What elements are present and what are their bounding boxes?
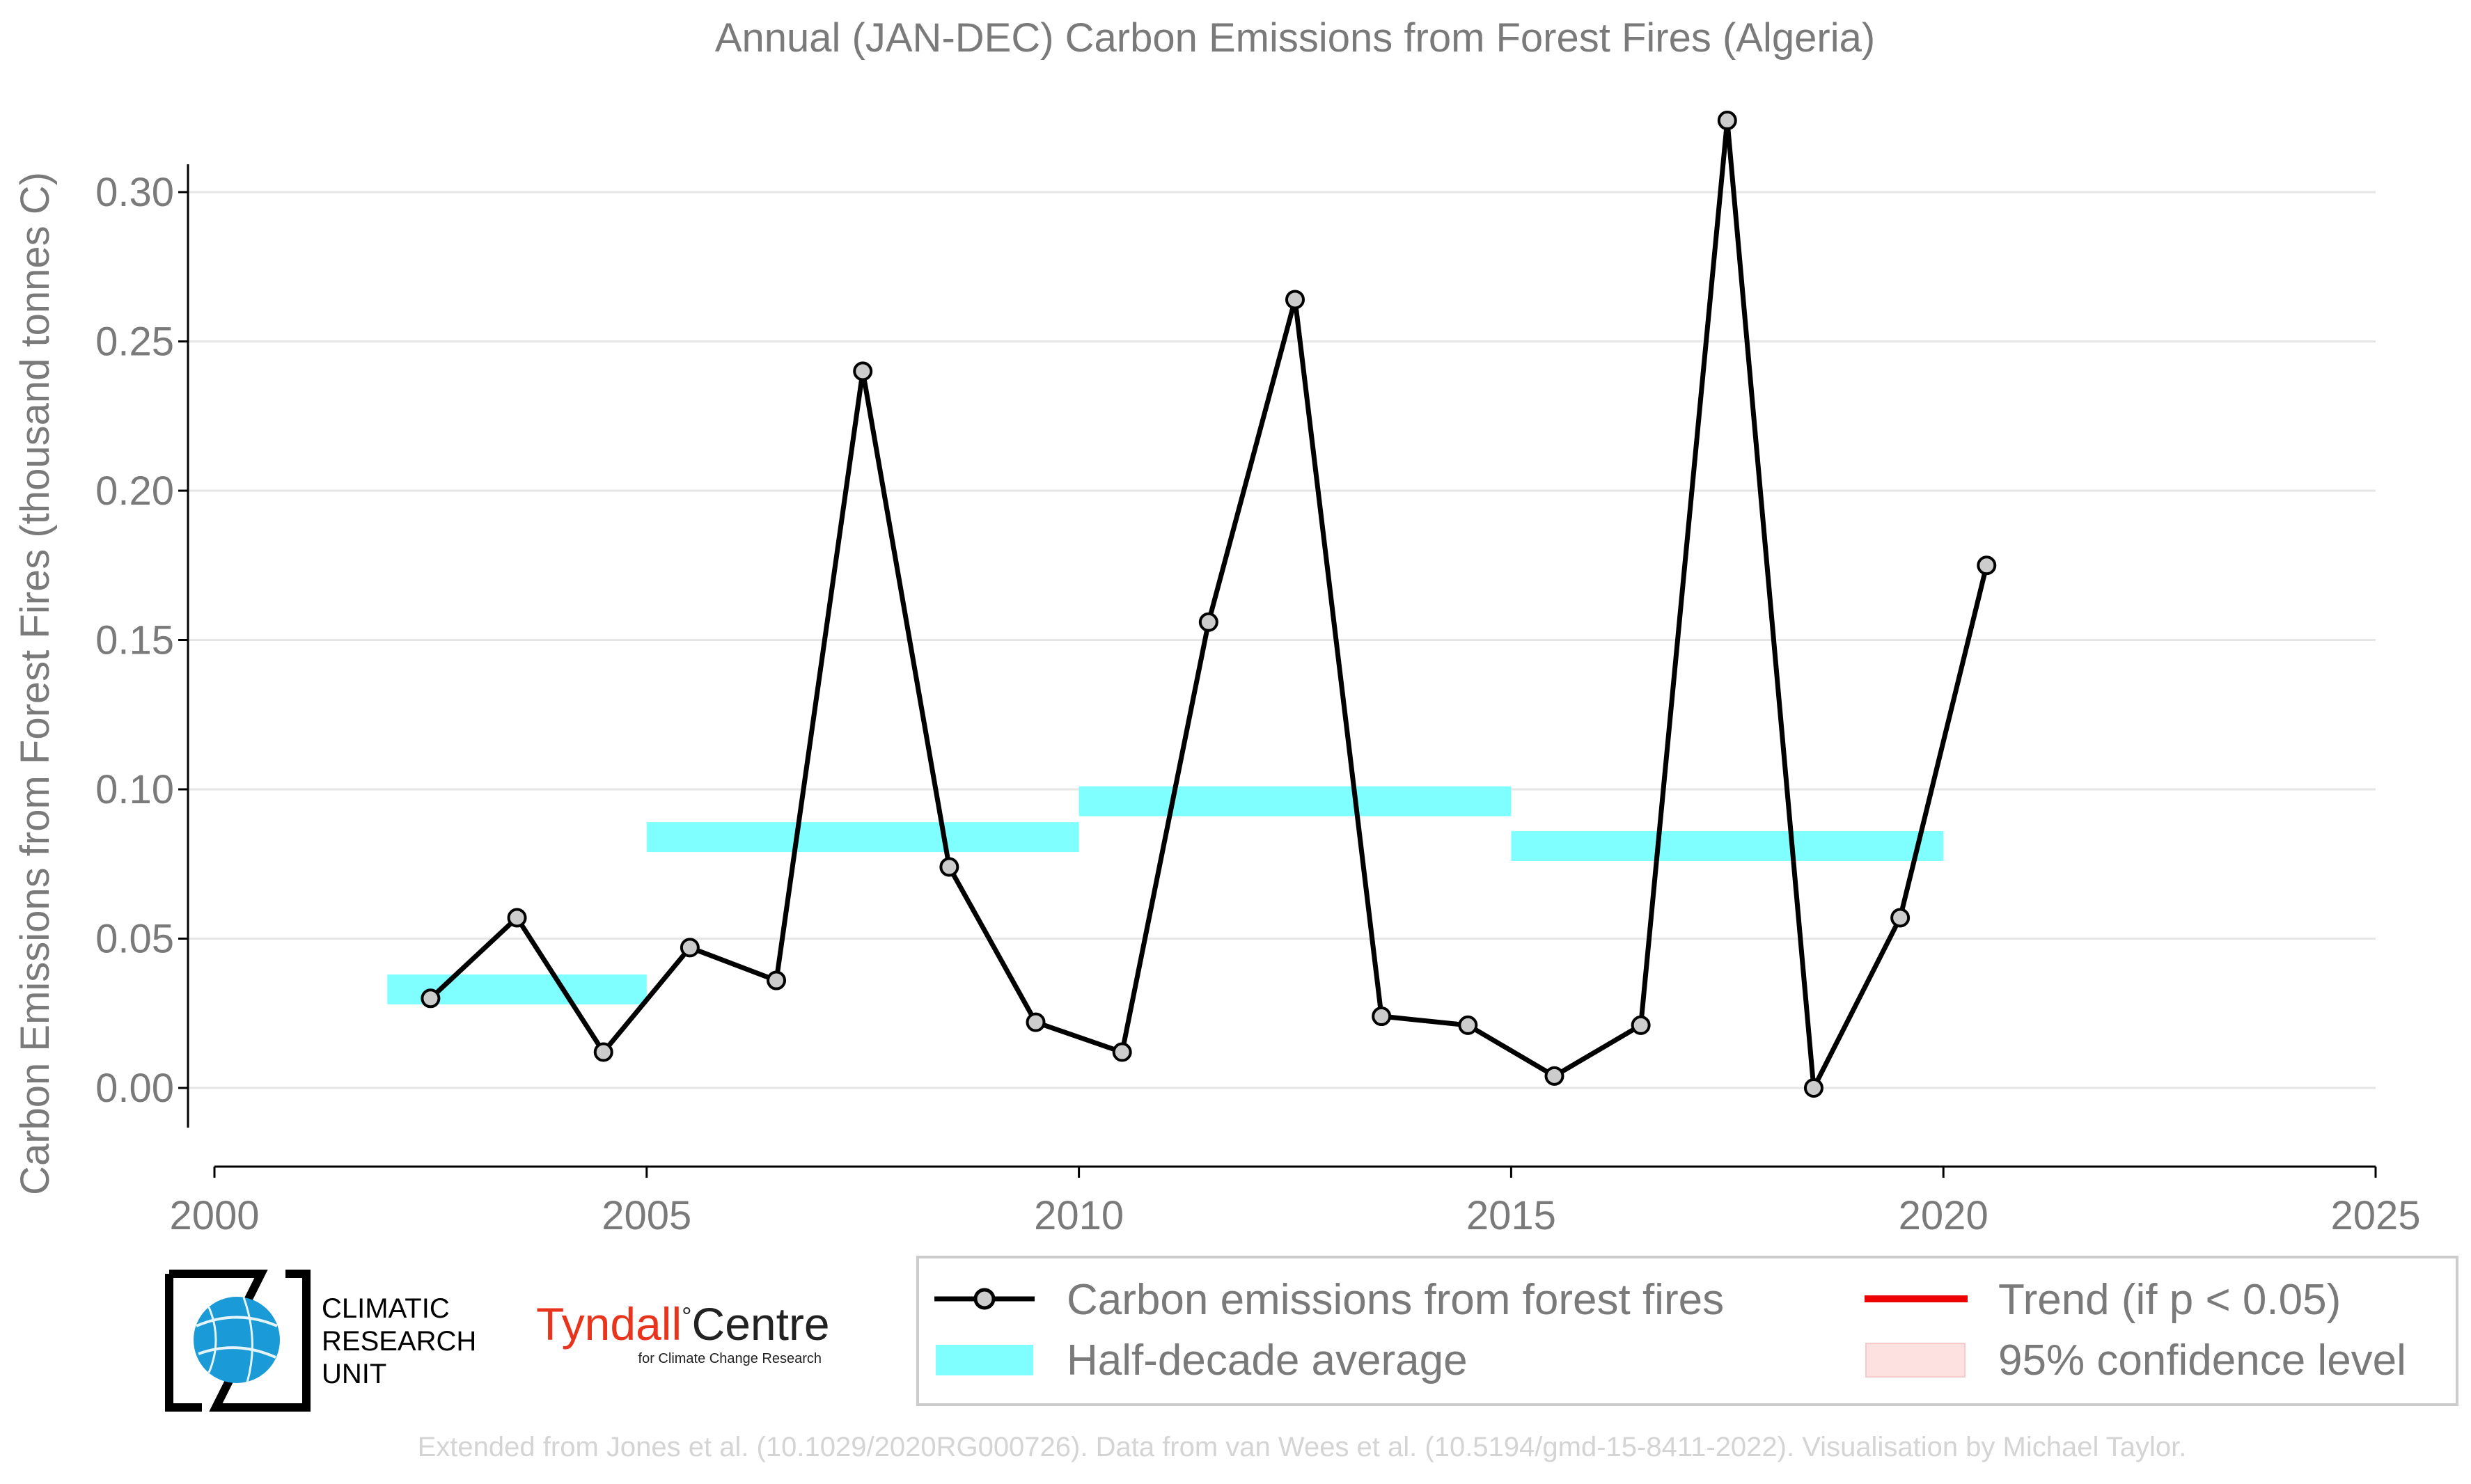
x-tick-label: 2000	[169, 1193, 259, 1238]
legend-item-confidence: 95% confidence level	[1865, 1336, 2406, 1384]
tyndall-logo: Tyndall°Centre for Climate Change Resear…	[536, 1298, 830, 1366]
series-points	[421, 111, 1997, 1098]
legend-item-trend: Trend (if p < 0.05)	[1865, 1276, 2341, 1324]
tyndall-name-part1: Tyndall	[536, 1298, 682, 1350]
half-decade-band	[646, 822, 1079, 853]
half-decade-band	[1078, 786, 1512, 816]
legend: Carbon emissions from forest fires Trend…	[916, 1256, 2458, 1406]
legend-label-series: Carbon emissions from forest fires	[1067, 1276, 1724, 1324]
y-tick-label: 0.10	[95, 767, 174, 812]
data-point	[1285, 290, 1305, 310]
data-point	[421, 988, 441, 1009]
tyndall-subtitle: for Climate Change Research	[638, 1351, 822, 1366]
x-tick-label: 2015	[1466, 1193, 1556, 1238]
data-point	[939, 857, 959, 877]
svg-text:Tyndall°Centre: Tyndall°Centre	[536, 1298, 830, 1350]
y-tick-label: 0.30	[95, 170, 174, 215]
axes	[178, 164, 2377, 1178]
data-point	[507, 908, 527, 928]
data-point	[593, 1042, 613, 1062]
y-tick-label: 0.25	[95, 319, 174, 365]
half-decade-bands	[387, 786, 1944, 1004]
data-point	[1112, 1042, 1132, 1062]
data-point	[1890, 908, 1911, 928]
x-tick-label: 2010	[1034, 1193, 1124, 1238]
y-tick-label: 0.00	[95, 1066, 174, 1111]
footer-credits: Extended from Jones et al. (10.1029/2020…	[418, 1432, 2187, 1462]
legend-label-half-decade: Half-decade average	[1067, 1336, 1468, 1384]
tyndall-name-part2: Centre	[692, 1298, 830, 1350]
legend-item-series: Carbon emissions from forest fires	[934, 1276, 1724, 1324]
x-tick-labels: 2000 2005 2010 2015 2020 2025	[169, 1193, 2420, 1238]
cru-line-1: CLIMATIC	[322, 1293, 450, 1324]
cru-frame	[165, 1270, 311, 1412]
y-tick-label: 0.20	[95, 468, 174, 514]
data-point	[1458, 1015, 1478, 1035]
cru-logo: CLIMATIC RESEARCH UNIT	[165, 1270, 476, 1412]
data-point	[1198, 612, 1218, 632]
data-point	[1977, 555, 1997, 576]
data-point	[1544, 1066, 1564, 1086]
x-tick-label: 2020	[1899, 1193, 1988, 1238]
cru-line-3: UNIT	[322, 1359, 386, 1389]
half-decade-band	[1511, 831, 1944, 861]
data-point	[1803, 1078, 1823, 1098]
legend-marker	[973, 1288, 996, 1310]
data-point	[767, 970, 787, 990]
data-point	[1026, 1012, 1046, 1032]
y-tick-label: 0.15	[95, 618, 174, 663]
legend-label-trend: Trend (if p < 0.05)	[1998, 1276, 2341, 1324]
y-tick-labels: 0.00 0.05 0.10 0.15 0.20 0.25 0.30	[95, 170, 174, 1111]
data-point	[853, 361, 873, 381]
data-point	[680, 938, 700, 958]
data-point	[1717, 111, 1737, 131]
x-tick-label: 2025	[2330, 1193, 2420, 1238]
globe-icon	[194, 1297, 280, 1383]
series-line	[429, 118, 1989, 1091]
y-tick-label: 0.05	[95, 917, 174, 962]
gridlines	[188, 191, 2376, 1089]
chart-title: Annual (JAN-DEC) Carbon Emissions from F…	[715, 15, 1875, 61]
data-point	[1372, 1007, 1392, 1027]
data-point	[1631, 1015, 1651, 1035]
cru-line-2: RESEARCH	[322, 1326, 476, 1357]
y-axis-label: Carbon Emissions from Forest Fires (thou…	[13, 172, 58, 1195]
legend-item-half-decade: Half-decade average	[936, 1336, 1468, 1384]
legend-frame	[916, 1256, 2458, 1406]
tyndall-degree: °	[682, 1302, 691, 1330]
series-polyline	[429, 118, 1989, 1091]
x-tick-label: 2005	[602, 1193, 691, 1238]
legend-label-confidence: 95% confidence level	[1998, 1336, 2406, 1384]
